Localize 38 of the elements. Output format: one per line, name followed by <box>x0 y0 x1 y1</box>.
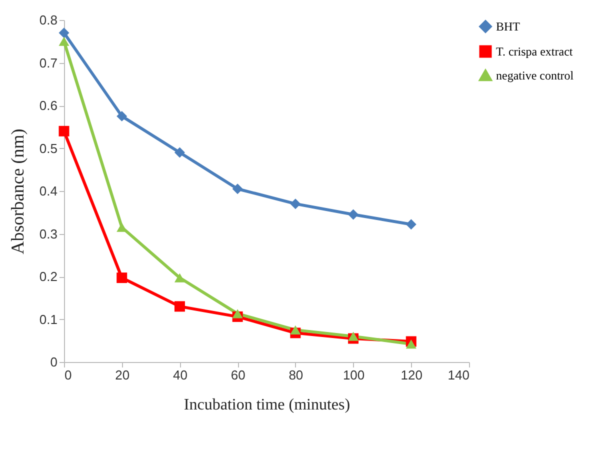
y-tick-label: 0.5 <box>39 140 58 156</box>
point <box>116 272 128 284</box>
x-tick-label: 20 <box>115 368 130 382</box>
legend-label: negative control <box>496 68 574 82</box>
x-tick-label: 80 <box>288 368 304 382</box>
x-tick-label: 120 <box>400 368 422 382</box>
y-tick-label: 0.6 <box>39 98 58 113</box>
y-axis-title: Absorbance (nm) <box>7 128 28 254</box>
x-tick-label: 140 <box>448 368 470 382</box>
point <box>290 325 301 334</box>
x-tick-label: 60 <box>230 368 246 382</box>
legend-label: T. crispa extract <box>496 44 574 58</box>
y-tick-label: 0.7 <box>39 55 58 70</box>
x-axis-title: Incubation time (minutes) <box>184 396 350 414</box>
y-tick-label: 0 <box>50 354 58 370</box>
y-tick-label: 0.3 <box>39 226 58 242</box>
point <box>58 28 70 38</box>
point <box>232 309 243 318</box>
point <box>232 184 243 194</box>
point <box>348 332 359 341</box>
point <box>174 273 185 282</box>
y-tick-label: 0.8 <box>39 12 58 28</box>
point <box>290 198 301 210</box>
x-tick-label: 40 <box>172 368 188 382</box>
point <box>348 209 359 220</box>
point <box>174 147 185 158</box>
point <box>406 340 416 349</box>
point <box>406 219 416 230</box>
y-tick-label: 0.2 <box>39 269 58 284</box>
x-tick-label: 0 <box>64 368 72 382</box>
y-tick-label: 0.1 <box>39 312 58 327</box>
legend-label: BHT <box>496 20 521 34</box>
y-tick-label: 0.4 <box>39 184 58 198</box>
point <box>116 110 128 122</box>
x-tick-label: 100 <box>342 368 365 382</box>
point <box>58 36 70 46</box>
point <box>174 301 185 312</box>
point <box>58 126 70 136</box>
